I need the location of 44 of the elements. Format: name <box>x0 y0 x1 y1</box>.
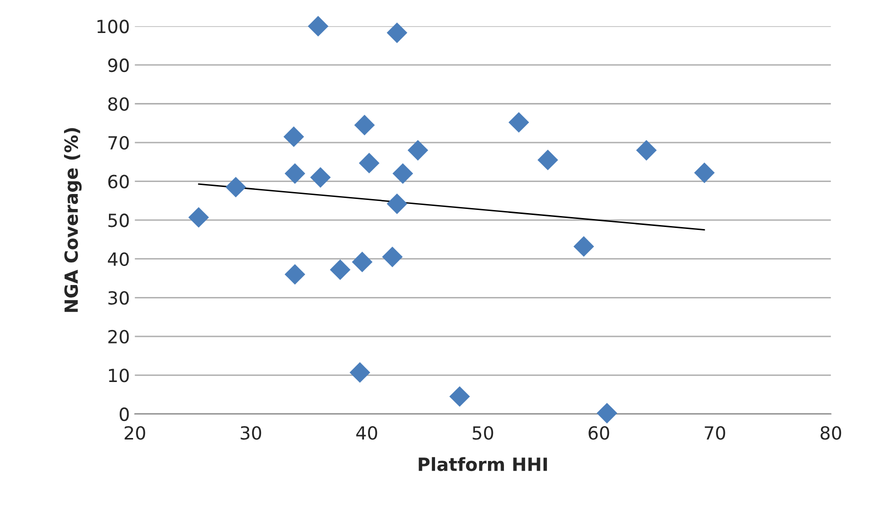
point <box>386 193 408 214</box>
point <box>283 126 304 148</box>
point <box>284 264 306 285</box>
y-tick-label: 30 <box>108 291 129 305</box>
y-tick-label: 40 <box>108 252 129 266</box>
x-tick-label: 20 <box>124 426 146 440</box>
point <box>408 140 428 161</box>
point <box>508 112 530 133</box>
point <box>392 163 414 184</box>
x-tick-label: 30 <box>240 426 262 440</box>
y-tick-label: 50 <box>108 214 129 228</box>
x-tick-label: 50 <box>472 426 494 440</box>
point <box>573 236 594 257</box>
point <box>449 386 470 407</box>
point <box>308 16 328 36</box>
y-tick-label: 90 <box>108 58 129 72</box>
point <box>330 259 350 280</box>
x-tick-label: 80 <box>820 426 842 440</box>
point <box>354 114 375 136</box>
point <box>188 207 209 228</box>
point <box>382 246 403 268</box>
y-tick-label: 70 <box>108 136 129 150</box>
x-tick-label: 70 <box>704 426 726 440</box>
point <box>358 152 380 174</box>
y-tick-label: 20 <box>108 330 129 344</box>
point <box>225 176 246 198</box>
point <box>350 362 370 383</box>
y-tick-label: 0 <box>120 407 129 422</box>
x-tick-label: 40 <box>356 426 378 440</box>
point <box>636 140 657 161</box>
y-tick-label: 10 <box>108 368 129 382</box>
point <box>596 402 618 424</box>
y-tick-label: 60 <box>108 174 129 188</box>
point <box>310 167 331 188</box>
y-tick-label: 100 <box>98 20 129 34</box>
x-axis-title: Platform HHI <box>418 457 547 472</box>
point <box>386 22 408 44</box>
point <box>694 162 715 184</box>
point <box>538 150 558 170</box>
x-tick-label: 60 <box>588 426 610 440</box>
y-tick-label: 80 <box>108 97 129 111</box>
y-axis-title: NGA Coverage (%) <box>64 128 82 312</box>
point <box>284 163 306 184</box>
point <box>352 252 373 272</box>
